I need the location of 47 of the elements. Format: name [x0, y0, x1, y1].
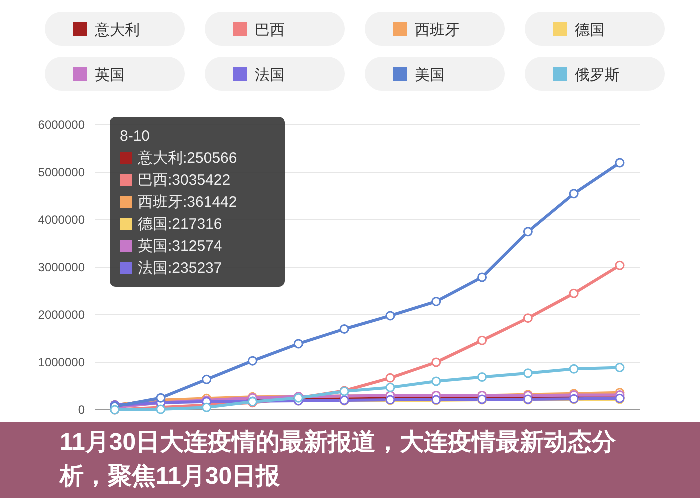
point: [569, 364, 579, 374]
y-tick-label: 0: [78, 403, 86, 417]
point: [294, 339, 304, 349]
annotation: 意大利:250566: [137, 150, 238, 167]
point: [478, 372, 488, 382]
y-tick-label: 3000000: [38, 260, 86, 274]
point: [523, 314, 533, 324]
annotation: 巴西:3035422: [138, 172, 231, 189]
legend-label: 俄罗斯: [575, 67, 620, 84]
point: [202, 402, 212, 412]
y-tick-label: 4000000: [38, 213, 86, 227]
point: [340, 324, 350, 334]
legend-label: 美国: [415, 67, 445, 84]
legend-label: 英国: [95, 67, 125, 84]
point: [615, 260, 625, 270]
y-tick-label: 2000000: [38, 308, 86, 322]
annotation: 8-10: [120, 128, 150, 145]
y-tick-label: 6000000: [38, 118, 86, 132]
legend-label: 法国: [255, 67, 285, 84]
point: [386, 373, 396, 383]
y-tick-label: 5000000: [38, 166, 86, 180]
legend-label: 意大利: [94, 22, 140, 39]
point: [615, 158, 625, 168]
point: [432, 376, 442, 386]
point: [478, 272, 488, 282]
point: [615, 362, 625, 372]
point: [202, 374, 212, 384]
annotation: 英国:312574: [138, 238, 222, 255]
text: 11月30日大连疫情的最新报道，大连疫情最新动态分析，聚焦11月30日报: [0, 422, 700, 498]
point: [523, 227, 533, 237]
point: [432, 358, 442, 368]
point: [523, 368, 533, 378]
point: [478, 336, 488, 346]
legend-label: 西班牙: [415, 22, 460, 39]
point: [569, 288, 579, 298]
annotation: 德国:217316: [138, 216, 222, 233]
legend-label: 巴西: [255, 22, 285, 39]
point: [386, 311, 396, 321]
point: [386, 382, 396, 392]
point: [432, 296, 442, 306]
point: [569, 189, 579, 199]
annotation: 西班牙:361442: [138, 194, 238, 211]
annotation: 法国:235237: [138, 260, 222, 277]
point: [156, 393, 166, 403]
legend-label: 德国: [575, 22, 605, 39]
y-tick-label: 1000000: [38, 356, 86, 370]
point: [248, 356, 258, 366]
